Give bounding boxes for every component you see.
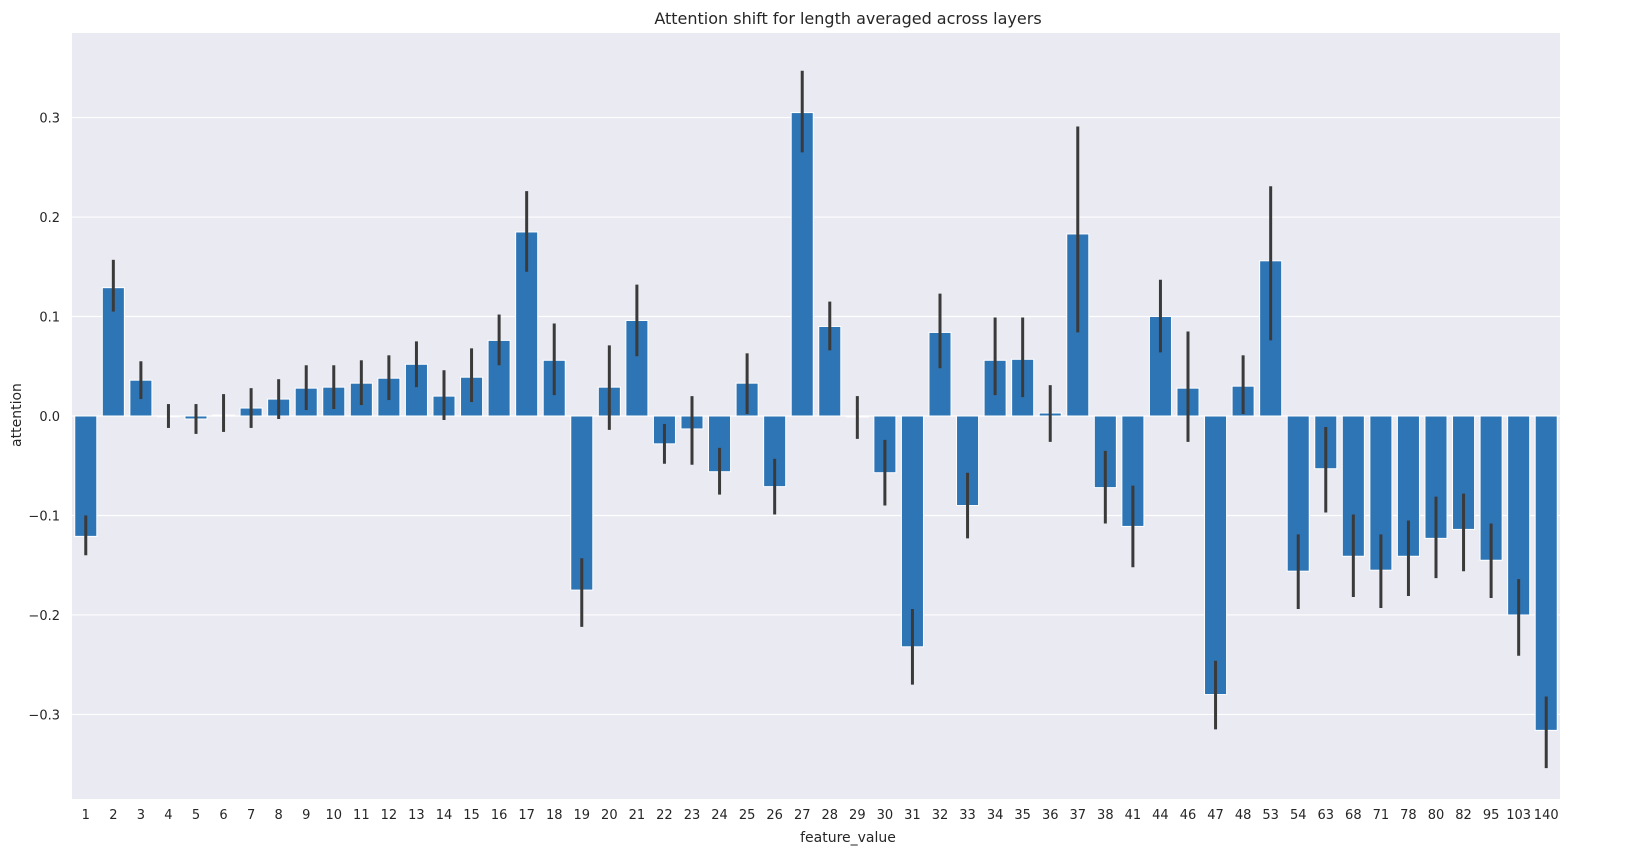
x-tick-label: 37 bbox=[1070, 808, 1087, 823]
x-tick-label: 5 bbox=[192, 808, 200, 823]
x-tick-label: 33 bbox=[959, 808, 976, 823]
x-tick-label: 38 bbox=[1097, 808, 1114, 823]
x-tick-label: 1 bbox=[82, 808, 90, 823]
x-tick-label: 35 bbox=[1014, 808, 1031, 823]
x-tick-label: 82 bbox=[1455, 808, 1472, 823]
y-tick-label: 0.3 bbox=[39, 112, 60, 127]
x-tick-label: 46 bbox=[1180, 808, 1197, 823]
y-axis-label: attention bbox=[9, 383, 25, 447]
x-tick-label: 53 bbox=[1262, 808, 1279, 823]
y-tick-label: 0.0 bbox=[39, 410, 60, 425]
x-tick-label: 2 bbox=[109, 808, 117, 823]
x-tick-label: 54 bbox=[1290, 808, 1307, 823]
x-tick-label: 16 bbox=[491, 808, 508, 823]
bar-27 bbox=[790, 112, 814, 417]
x-tick-label: 26 bbox=[766, 808, 783, 823]
x-tick-label: 17 bbox=[518, 808, 535, 823]
y-tick-label: 0.2 bbox=[39, 211, 60, 226]
x-tick-label: 95 bbox=[1483, 808, 1500, 823]
x-tick-label: 10 bbox=[326, 808, 343, 823]
x-tick-label: 13 bbox=[408, 808, 425, 823]
x-tick-label: 71 bbox=[1373, 808, 1390, 823]
x-tick-label: 31 bbox=[904, 808, 921, 823]
y-tick-label: −0.3 bbox=[28, 708, 60, 723]
x-tick-label: 6 bbox=[219, 808, 227, 823]
bar-140 bbox=[1534, 415, 1558, 731]
bars bbox=[74, 112, 1558, 731]
x-tick-label: 41 bbox=[1125, 808, 1142, 823]
x-tick-label: 44 bbox=[1152, 808, 1169, 823]
bar-47 bbox=[1204, 415, 1228, 696]
x-tick-label: 47 bbox=[1207, 808, 1224, 823]
x-tick-label: 80 bbox=[1428, 808, 1445, 823]
x-tick-label: 23 bbox=[684, 808, 701, 823]
x-tick-label: 48 bbox=[1235, 808, 1252, 823]
x-tick-label: 34 bbox=[987, 808, 1004, 823]
grid-lines bbox=[72, 116, 1560, 716]
x-tick-label: 20 bbox=[601, 808, 618, 823]
x-tick-label: 28 bbox=[822, 808, 839, 823]
x-tick-labels: 1 2 3 4 5 6 7 8 9 10 11 12 13 14 15 16 17 18 19 20 21 22 23 24 2… bbox=[82, 808, 1559, 823]
x-tick-label: 25 bbox=[739, 808, 756, 823]
x-axis-label: feature_value bbox=[800, 830, 896, 846]
x-tick-label: 140 bbox=[1534, 808, 1559, 823]
x-tick-label: 32 bbox=[932, 808, 949, 823]
x-tick-label: 21 bbox=[629, 808, 646, 823]
x-tick-label: 29 bbox=[849, 808, 866, 823]
error-bars bbox=[84, 70, 1548, 769]
x-tick-label: 22 bbox=[656, 808, 673, 823]
x-tick-label: 8 bbox=[275, 808, 283, 823]
x-tick-label: 12 bbox=[381, 808, 398, 823]
x-tick-label: 11 bbox=[353, 808, 370, 823]
y-tick-labels: −0.3 −0.2 −0.1 0.0 0.1 0.2 0.3 bbox=[28, 112, 60, 724]
x-tick-label: 3 bbox=[137, 808, 145, 823]
chart-title: Attention shift for length averaged acro… bbox=[654, 9, 1041, 28]
y-tick-label: 0.1 bbox=[39, 311, 60, 326]
x-tick-label: 103 bbox=[1506, 808, 1531, 823]
x-tick-label: 4 bbox=[164, 808, 172, 823]
x-tick-label: 18 bbox=[546, 808, 563, 823]
y-tick-label: −0.1 bbox=[28, 509, 60, 524]
x-tick-label: 63 bbox=[1318, 808, 1335, 823]
x-tick-label: 14 bbox=[436, 808, 453, 823]
x-tick-label: 68 bbox=[1345, 808, 1362, 823]
x-tick-label: 15 bbox=[463, 808, 480, 823]
x-tick-label: 30 bbox=[877, 808, 894, 823]
x-tick-label: 27 bbox=[794, 808, 811, 823]
y-tick-label: −0.2 bbox=[28, 609, 60, 624]
x-tick-label: 24 bbox=[711, 808, 728, 823]
x-tick-label: 19 bbox=[574, 808, 591, 823]
x-tick-label: 7 bbox=[247, 808, 255, 823]
x-tick-label: 78 bbox=[1400, 808, 1417, 823]
x-tick-label: 36 bbox=[1042, 808, 1059, 823]
x-tick-label: 9 bbox=[302, 808, 310, 823]
